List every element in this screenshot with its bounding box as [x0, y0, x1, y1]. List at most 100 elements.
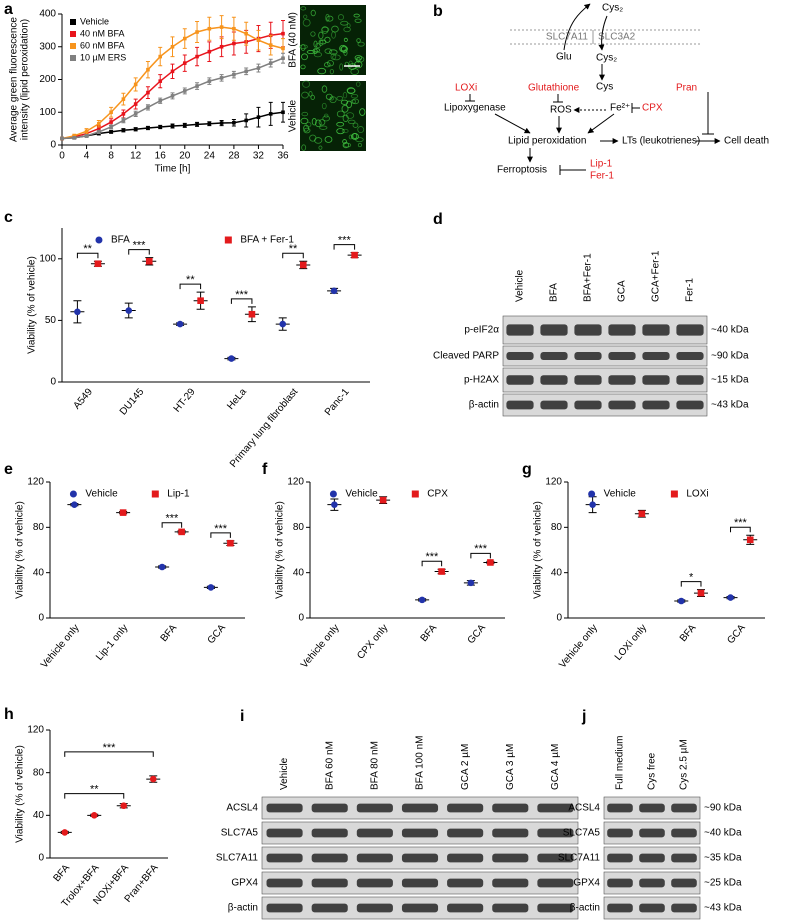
point: [411, 490, 419, 498]
lane-label: Cys free: [647, 752, 658, 790]
band: [401, 828, 439, 838]
cell: [348, 60, 353, 68]
band: [676, 352, 704, 360]
y-tick-label: 0: [50, 140, 56, 151]
x-tick-label: CPX only: [355, 623, 390, 662]
point: [195, 30, 199, 34]
point: [74, 308, 81, 316]
band: [639, 803, 665, 813]
point: [256, 115, 261, 119]
significance-bracket: [333, 244, 356, 250]
cell: [321, 85, 328, 93]
significance-label: ***: [103, 742, 117, 754]
cell: [347, 87, 356, 94]
point: [146, 105, 150, 110]
point: [182, 123, 187, 128]
y-axis-label: intensity (lipid peroxidation): [20, 19, 31, 140]
row-label: GPX4: [573, 878, 600, 889]
node: Ferroptosis: [497, 165, 547, 176]
x-tick-label: 8: [108, 151, 114, 162]
size-label: ~90 kDa: [704, 803, 742, 814]
significance-label: **: [186, 274, 195, 286]
point: [109, 130, 113, 134]
band: [607, 828, 633, 838]
cell: [325, 93, 333, 100]
x-tick-label: 28: [228, 151, 240, 162]
panel-label: h: [4, 706, 14, 723]
significance-label: ***: [214, 523, 228, 535]
y-tick-label: 120: [27, 725, 44, 736]
point: [232, 120, 236, 125]
panel-label: a: [4, 1, 13, 18]
x-tick-label: BFA: [419, 622, 440, 644]
panel-label: g: [522, 461, 532, 478]
y-tick-label: 80: [33, 522, 45, 533]
micrograph-label: Vehicle: [288, 99, 299, 132]
x-tick-label: 12: [130, 151, 142, 162]
band: [401, 903, 439, 913]
significance-label: ***: [235, 289, 249, 301]
point: [197, 297, 204, 304]
y-tick-label: 120: [545, 477, 562, 488]
significance-label: ***: [425, 551, 439, 563]
y-tick-label: 80: [551, 522, 563, 533]
point: [60, 136, 64, 141]
lane-label: Fer-1: [685, 278, 696, 302]
row-label: β-actin: [570, 903, 600, 914]
point: [232, 41, 236, 46]
point: [279, 320, 287, 328]
x-tick-label: BFA: [678, 622, 699, 644]
band: [574, 375, 602, 385]
cell: [342, 139, 347, 144]
point: [158, 54, 163, 59]
y-tick-label: 0: [50, 377, 56, 388]
x-tick-label: LOXi only: [613, 623, 649, 663]
x-tick-label: GCA: [206, 622, 229, 646]
significance-bracket: [161, 522, 183, 528]
cell: [303, 127, 311, 134]
x-tick-label: 4: [84, 151, 90, 162]
cell: [326, 15, 334, 22]
cell: [301, 91, 309, 99]
blot-strip: [502, 345, 708, 367]
lane-label: Full medium: [615, 736, 626, 790]
panel-label: b: [433, 3, 443, 20]
point: [84, 134, 89, 138]
legend-label: CPX: [427, 489, 448, 500]
y-tick-label: 80: [293, 522, 305, 533]
x-tick-label: HeLa: [225, 386, 249, 412]
point: [72, 135, 77, 140]
y-tick-label: 40: [33, 810, 45, 821]
legend-label: Vehicle: [85, 489, 118, 500]
y-axis-label: Viability (% of vehicle): [533, 501, 544, 599]
panel-label: d: [433, 211, 443, 228]
band: [642, 324, 670, 336]
point: [95, 236, 103, 244]
arrow: [494, 113, 531, 134]
point: [256, 66, 261, 70]
point: [133, 112, 138, 116]
cell: [302, 80, 311, 88]
y-tick-label: 0: [38, 853, 44, 864]
legend-label: BFA + Fer-1: [240, 235, 294, 246]
lane-label: BFA+Fer-1: [583, 253, 594, 302]
cell: [340, 45, 348, 53]
point: [281, 46, 285, 51]
legend-label: 40 nM BFA: [80, 28, 125, 38]
node: ROS: [550, 105, 572, 116]
legend-label: Vehicle: [604, 489, 637, 500]
significance-label: ***: [734, 517, 748, 529]
y-tick-label: 100: [39, 107, 56, 118]
cell: [343, 37, 348, 43]
band: [642, 352, 670, 360]
y-axis-label: Viability (% of vehicle): [15, 745, 26, 843]
y-tick-label: 200: [39, 74, 56, 85]
cell: [332, 54, 341, 61]
significance-bracket: [282, 252, 304, 259]
legend-marker: [70, 55, 76, 61]
band: [607, 903, 633, 913]
band: [671, 878, 697, 888]
point: [232, 72, 236, 77]
point: [638, 510, 646, 518]
cell: [318, 119, 326, 126]
